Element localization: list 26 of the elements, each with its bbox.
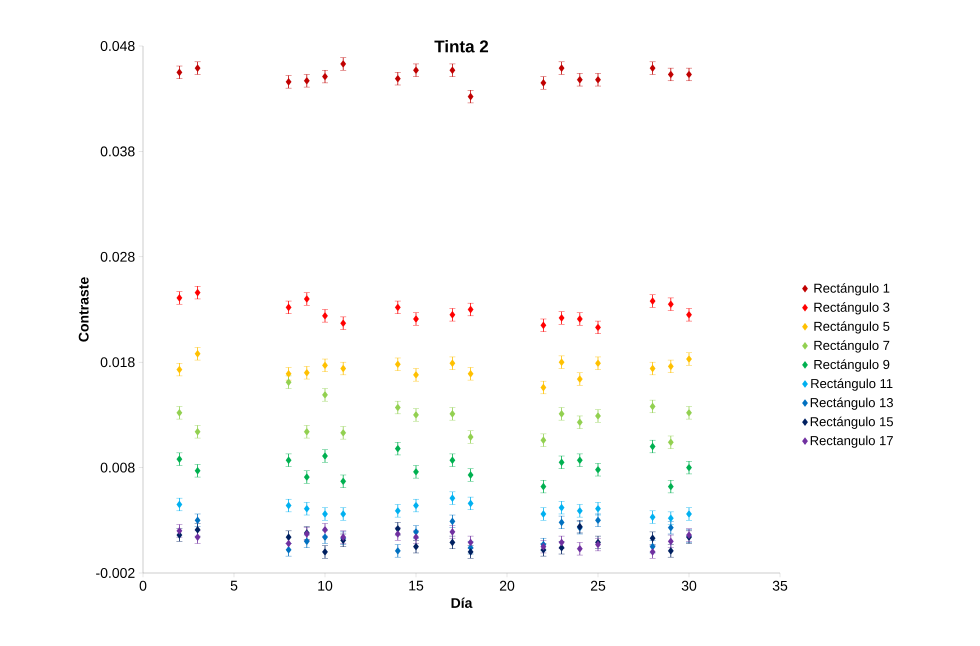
y-tick-label: 0.048: [100, 41, 135, 51]
x-tick-label: 10: [318, 580, 332, 591]
legend-label: Rectángulo 13: [810, 398, 893, 410]
legend-label: Rectángulo 3: [814, 302, 890, 314]
x-tick-label: 5: [230, 580, 238, 591]
y-tick-label: -0.002: [96, 568, 134, 578]
legend-label: Rectángulo 7: [814, 340, 890, 353]
x-tick-label: 0: [140, 580, 146, 591]
y-tick-label: 0.008: [100, 462, 135, 473]
y-axis-title: Contraste: [78, 277, 89, 342]
x-tick-label: 30: [682, 580, 696, 591]
y-tick-label: 0.018: [100, 357, 135, 368]
x-axis-title: Día: [452, 598, 472, 608]
y-tick-label: 0.038: [100, 146, 135, 156]
chart-title: Tinta 2: [434, 40, 488, 52]
legend-label: Rectangulo 17: [810, 436, 893, 448]
legend-label: Rectángulo 5: [814, 321, 890, 334]
x-tick-label: 20: [500, 580, 514, 591]
legend-label: Rectángulo 9: [814, 359, 890, 372]
legend-label: Rectángulo 15: [810, 416, 893, 429]
x-tick-label: 15: [409, 580, 424, 591]
legend-label: Rectángulo 11: [811, 378, 892, 391]
y-tick-label: 0.028: [100, 252, 135, 262]
x-tick-label: 25: [590, 580, 606, 591]
x-tick-label: 35: [772, 580, 788, 591]
legend-label: Rectángulo 1: [814, 283, 890, 296]
